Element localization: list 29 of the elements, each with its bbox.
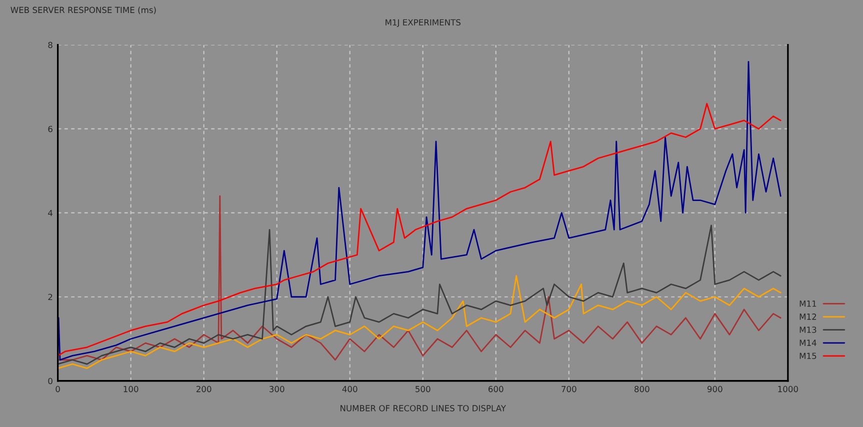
x-tick-label: 800 (634, 386, 650, 392)
legend-label: M12 (800, 314, 816, 320)
legend-label: M11 (800, 300, 816, 307)
line-series (58, 224, 782, 365)
line-series (58, 102, 782, 356)
x-tick-label: 1000 (778, 386, 798, 392)
x-tick-label: 600 (488, 386, 504, 392)
legend-label: M14 (800, 340, 816, 346)
x-tick-label: 400 (342, 386, 358, 392)
y-tick-label: 2 (48, 294, 52, 300)
line-series (58, 60, 782, 361)
x-tick-label: 100 (124, 386, 138, 392)
x-tick-label: 900 (707, 386, 722, 392)
y-axis-title: WEB SERVER RESPONSE TIME (ms) (10, 6, 156, 14)
x-tick-label: 200 (196, 386, 212, 392)
legend-label: M15 (800, 352, 816, 360)
y-tick-label: 0 (48, 378, 52, 384)
x-tick-label: 300 (270, 386, 284, 392)
chart-title: M1J EXPERIMENTS (386, 19, 460, 28)
y-tick-label: 8 (48, 42, 52, 48)
line-series (58, 195, 782, 361)
line-series (58, 275, 782, 369)
legend-label: M13 (800, 326, 816, 333)
x-tick-label: 500 (416, 386, 430, 392)
y-tick-label: 6 (48, 126, 52, 132)
x-tick-label: 700 (562, 386, 576, 392)
x-axis-title: NUMBER OF RECORD LINES TO DISPLAY (340, 405, 506, 412)
x-tick-label: 0 (56, 386, 60, 392)
y-tick-label: 4 (48, 210, 52, 216)
